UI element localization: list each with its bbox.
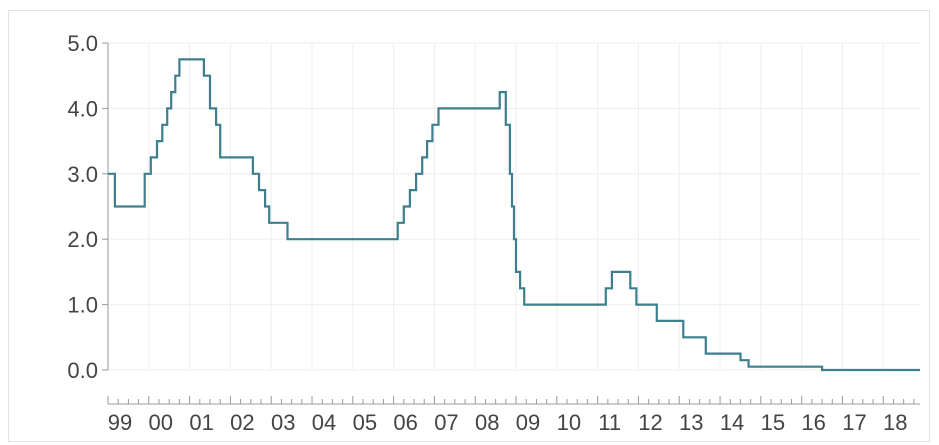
x-tick-label: 12 — [638, 410, 662, 435]
x-tick-label: 99 — [108, 410, 132, 435]
x-tick-label: 05 — [353, 410, 377, 435]
x-tick-label: 06 — [393, 410, 417, 435]
series-line — [108, 58, 920, 372]
x-tick-label: 16 — [801, 410, 825, 435]
series-layer — [108, 58, 920, 372]
x-tick-label: 15 — [761, 410, 785, 435]
y-axis: 0.0 1.0 2.0 3.0 4.0 5.0 — [67, 31, 108, 383]
x-tick-label: 04 — [312, 410, 336, 435]
x-tick-label: 18 — [883, 410, 907, 435]
x-tick-label: 10 — [557, 410, 581, 435]
y-tick-label: 1.0 — [67, 293, 98, 318]
x-axis: 99 00 01 02 03 04 05 06 07 08 09 10 11 12 13 14 15 16 17 18 — [107, 396, 915, 435]
y-tick-label: 4.0 — [67, 96, 98, 121]
x-tick-label: 11 — [598, 410, 621, 435]
chart-frame — [8, 10, 930, 442]
y-tick-label: 2.0 — [67, 227, 98, 252]
y-tick-label: 3.0 — [67, 162, 98, 187]
x-tick-label: 03 — [271, 410, 295, 435]
axes — [107, 43, 920, 405]
y-tick-label: 0.0 — [67, 358, 98, 383]
x-tick-label: 08 — [475, 410, 499, 435]
x-tick-label: 13 — [679, 410, 703, 435]
x-tick-label: 07 — [434, 410, 458, 435]
x-tick-label: 02 — [230, 410, 254, 435]
x-tick-label: 17 — [842, 410, 866, 435]
grid — [107, 42, 920, 371]
x-tick-label: 00 — [149, 410, 173, 435]
y-tick-label: 5.0 — [67, 31, 98, 56]
x-tick-label: 14 — [720, 410, 744, 435]
x-tick-label: 01 — [189, 410, 213, 435]
x-tick-label: 09 — [516, 410, 540, 435]
